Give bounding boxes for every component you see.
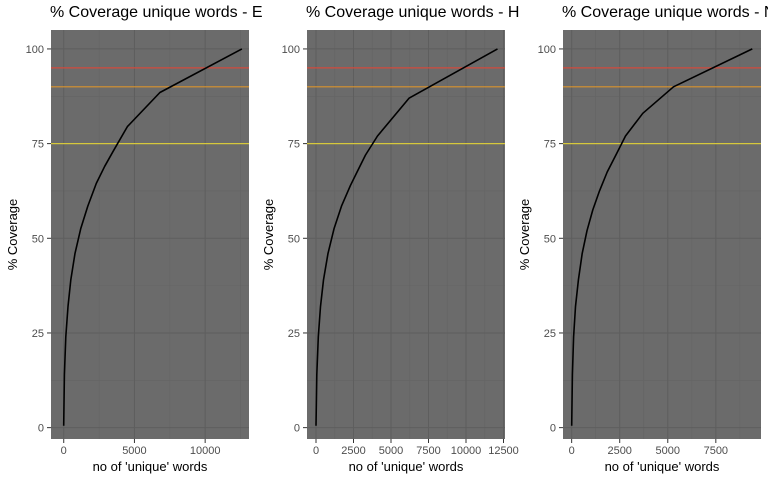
x-axis-title: no of 'unique' words [349, 459, 464, 474]
y-tick-label: 50 [544, 233, 556, 245]
y-tick-label: 100 [538, 44, 556, 56]
x-axis-title: no of 'unique' words [93, 459, 208, 474]
y-tick-label: 25 [544, 328, 556, 340]
coverage-line [315, 48, 498, 426]
panel-1-background [51, 30, 249, 439]
y-tick-label: 25 [288, 328, 300, 340]
panel-3-title: % Coverage unique words - N [562, 4, 768, 21]
y-tick-label: 25 [32, 328, 44, 340]
y-tick-label: 0 [294, 423, 300, 435]
y-tick-label: 75 [288, 139, 300, 151]
x-tick-label: 5000 [656, 445, 680, 457]
y-tick-label: 50 [32, 233, 44, 245]
panel-3-background [563, 30, 761, 439]
y-tick-label: 50 [288, 233, 300, 245]
x-tick-label: 10000 [451, 445, 482, 457]
x-tick-label: 7500 [416, 445, 440, 457]
y-tick-label: 0 [550, 423, 556, 435]
panel-1: 0 5000 10000 0 25 50 75 100 no of 'unique' words… [5, 30, 249, 474]
x-tick-label: 0 [61, 445, 67, 457]
panel-2: 0 2500 5000 7500 10000 12500 0 25 50 75 100 no of '… [261, 30, 519, 474]
x-axis-title: no of 'unique' words [605, 459, 720, 474]
panel-2-title: % Coverage unique words - H [306, 4, 520, 21]
panel-2-background [307, 30, 505, 439]
x-tick-label: 7500 [704, 445, 728, 457]
panel-3: 0 2500 5000 7500 0 25 50 75 100 no of 'unique' wo… [517, 30, 761, 474]
y-tick-label: 100 [26, 44, 44, 56]
x-tick-label: 0 [569, 445, 575, 457]
x-tick-label: 2500 [607, 445, 631, 457]
y-tick-label: 0 [38, 423, 44, 435]
x-tick-label: 10000 [190, 445, 221, 457]
x-tick-label: 0 [313, 445, 319, 457]
panel-1-title: % Coverage unique words - E [50, 4, 263, 21]
coverage-line [62, 48, 243, 426]
y-tick-label: 100 [282, 44, 300, 56]
y-tick-label: 75 [544, 139, 556, 151]
x-tick-label: 5000 [122, 445, 146, 457]
y-axis-title: % Coverage [517, 199, 532, 271]
coverage-line [570, 48, 753, 426]
x-tick-label: 2500 [341, 445, 365, 457]
y-axis-title: % Coverage [261, 199, 276, 271]
y-axis-title: % Coverage [5, 199, 20, 271]
x-tick-label: 12500 [488, 445, 519, 457]
x-tick-label: 5000 [379, 445, 403, 457]
y-tick-label: 75 [32, 139, 44, 151]
